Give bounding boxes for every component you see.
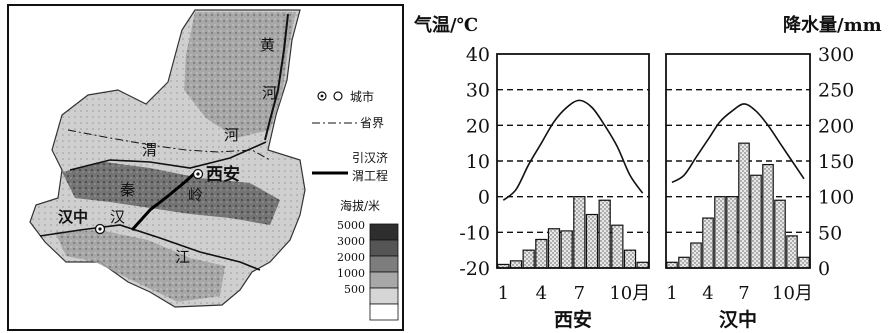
precip-bar <box>690 242 702 269</box>
right-tick-label: 200 <box>818 115 854 137</box>
right-tick-label: 100 <box>818 187 854 209</box>
right-tick-label: 50 <box>818 222 842 244</box>
precip-bar <box>611 224 624 269</box>
legend-elevation-title: 海拔/米 <box>340 198 380 213</box>
map-legend: 城市 省界 引汉济 渭工程 海拔/米 5000 3000 2000 1000 500 <box>312 89 399 321</box>
elevation-swatch <box>369 303 399 321</box>
label-hanzhong: 汉中 <box>58 208 88 226</box>
label-qin: 秦 <box>120 181 135 199</box>
legend-province-label: 省界 <box>360 116 384 130</box>
northern-plateau-relief <box>184 12 296 138</box>
han-river <box>39 224 261 271</box>
legend-city-symbol <box>317 91 343 101</box>
x-tick-label: 4 <box>536 283 547 304</box>
label-jiang: 江 <box>175 248 190 266</box>
legend-project-label-2: 渭工程 <box>352 168 388 183</box>
right-tick-label: 300 <box>818 44 854 66</box>
precip-bar <box>522 249 535 269</box>
precip-bar <box>535 238 548 269</box>
label-ling: 岭 <box>188 186 203 204</box>
legend-project-label-1: 引汉济 <box>352 150 388 165</box>
elevation-level-label: 5000 <box>337 219 365 232</box>
elevation-swatch <box>369 223 399 241</box>
terrain-map: 西安 汉中 黄 河 渭 河 秦 岭 汉 江 城市 省界 引汉济 渭工程 <box>7 4 404 331</box>
yellow-river <box>264 13 289 141</box>
plot-frame <box>496 53 650 269</box>
x-tick-label: 1 <box>498 283 509 304</box>
precip-bar <box>585 213 599 269</box>
elevation-level-label: 2000 <box>337 251 365 264</box>
x-tick-label: 1 <box>666 283 677 304</box>
label-han: 汉 <box>110 208 125 226</box>
elevation-scale: 5000 3000 2000 1000 500 <box>337 219 399 321</box>
station-title: 汉中 <box>719 308 757 331</box>
left-tick-label: 20 <box>466 115 490 137</box>
precip-bar <box>547 228 561 269</box>
precip-bar <box>762 163 774 269</box>
wei-river <box>69 141 267 171</box>
legend-city-label: 城市 <box>350 89 374 104</box>
precip-bar <box>573 196 586 269</box>
x-tick-label: 7 <box>574 283 585 304</box>
x-tick-label: 7 <box>738 283 749 304</box>
diversion-project-line <box>130 170 198 232</box>
x-tick-label: 4 <box>702 283 713 304</box>
right-axis-title: 降水量/mm <box>783 14 882 36</box>
province-boundary <box>67 129 271 161</box>
left-tick-label: 40 <box>466 44 490 66</box>
left-tick-label: -20 <box>459 258 490 280</box>
precip-bar <box>786 235 798 269</box>
label-huang: 黄 <box>260 36 275 54</box>
left-axis-title: 气温/℃ <box>413 14 478 36</box>
left-tick-label: 30 <box>466 80 490 102</box>
plot-frame <box>665 53 811 269</box>
x-tick-label: 10月 <box>609 283 650 304</box>
precip-bar <box>623 249 637 269</box>
right-tick-label: 250 <box>818 80 854 102</box>
temperature-line <box>502 99 644 201</box>
elevation-swatch <box>369 239 399 257</box>
elevation-swatch <box>369 271 399 289</box>
city-xian <box>192 168 204 180</box>
temperature-line <box>671 103 805 184</box>
right-tick-label: 150 <box>818 151 854 173</box>
elevation-level-label: 3000 <box>337 235 365 248</box>
elevation-level-label: 500 <box>344 283 365 296</box>
station-title: 西安 <box>554 308 592 331</box>
left-tick-label: 0 <box>478 187 490 209</box>
precip-bar <box>678 256 690 269</box>
precip-bar <box>774 199 786 269</box>
precip-bar <box>798 256 810 269</box>
elevation-swatch <box>369 287 399 305</box>
right-tick-label: 0 <box>818 258 830 280</box>
precip-bar <box>750 174 762 269</box>
label-he-upper: 河 <box>262 84 277 102</box>
daba-mountains-relief <box>55 230 225 302</box>
precip-bar <box>714 196 726 269</box>
precip-bar <box>738 142 750 269</box>
x-tick-label: 10月 <box>772 283 813 304</box>
label-he-lower: 河 <box>224 126 239 144</box>
left-tick-label: 10 <box>466 151 490 173</box>
left-tick-label: -10 <box>459 222 490 244</box>
precip-bar <box>726 196 738 269</box>
precip-bar <box>598 199 611 269</box>
precip-bar <box>509 260 523 269</box>
precip-bar <box>702 217 714 269</box>
elevation-swatch <box>369 255 399 273</box>
elevation-level-label: 1000 <box>337 267 365 280</box>
precip-bar <box>560 230 573 269</box>
city-hanzhong <box>94 223 106 235</box>
label-xian: 西安 <box>206 164 240 185</box>
label-wei: 渭 <box>142 141 157 159</box>
